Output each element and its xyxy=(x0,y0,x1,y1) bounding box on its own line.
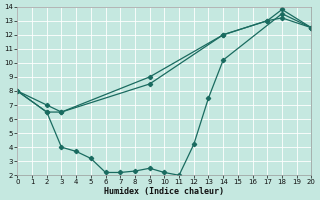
X-axis label: Humidex (Indice chaleur): Humidex (Indice chaleur) xyxy=(104,187,224,196)
